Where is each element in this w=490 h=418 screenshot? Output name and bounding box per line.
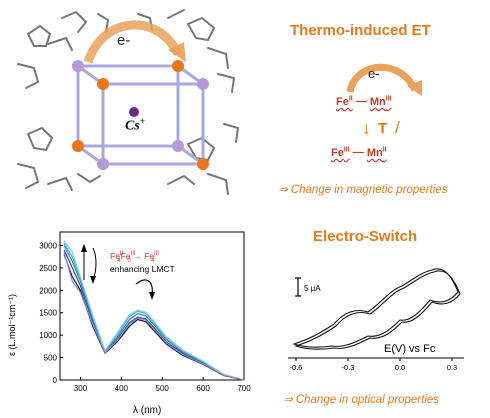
cv-x-tick-label: 0.0 bbox=[395, 363, 405, 372]
thermo-electron-label: e- bbox=[368, 66, 380, 81]
uvvis-fe-left-sup: II bbox=[120, 251, 124, 257]
uvvis-y-tick-label: 2500 bbox=[39, 264, 57, 273]
uvvis-x-label: λ (nm) bbox=[133, 405, 161, 416]
uvvis-fe-right: Fe bbox=[144, 251, 154, 261]
uvvis-fe-right-sup: III bbox=[154, 251, 159, 257]
uvvis-x-tick-label: 500 bbox=[156, 384, 170, 393]
fe2-mn3-state: FeII — MnIII bbox=[336, 95, 392, 108]
cation-symbol: Cs bbox=[125, 118, 140, 134]
mn-top-ox: III bbox=[385, 95, 392, 102]
fe-top-ox: II bbox=[348, 95, 353, 102]
uvvis-y-tick-label: 3000 bbox=[39, 241, 57, 250]
mn-bottom: Mn bbox=[366, 146, 383, 159]
cv-x-tick-label: -0.3 bbox=[342, 363, 355, 372]
uvvis-y-tick-label: 1500 bbox=[39, 309, 57, 318]
cv-scale-label: 5 µA bbox=[304, 284, 321, 293]
fe-atoms bbox=[72, 60, 209, 170]
uvvis-y-tick-label: 0 bbox=[53, 376, 58, 385]
uvvis-fe-mid-sub: 0 bbox=[128, 258, 132, 264]
electron-transfer-arrow bbox=[83, 20, 183, 64]
uvvis-fe-left-sub: 4 bbox=[117, 258, 121, 264]
fe-bottom-ox: III bbox=[343, 146, 350, 153]
uvvis-x-tick-label: 400 bbox=[115, 384, 129, 393]
uvvis-annotation-text: enhancing LMCT bbox=[110, 264, 175, 274]
uvvis-arrow-left-down bbox=[92, 247, 97, 281]
magnetic-consequence: ⇒ Change in magnetic properties bbox=[278, 184, 448, 196]
trigger-mark: / bbox=[395, 118, 400, 137]
uvvis-fe-left: Fe bbox=[110, 251, 120, 261]
optical-consequence: ⇒ Change in optical properties bbox=[283, 394, 440, 406]
cv-chart: -0.6 -0.3 0.0 0.3 5 µA E(V) vs Fc bbox=[288, 268, 464, 372]
cv-x-tick-label: -0.6 bbox=[290, 363, 303, 372]
cv-trace bbox=[292, 268, 461, 350]
uvvis-y-tick-label: 2000 bbox=[39, 286, 57, 295]
uvvis-series-5 bbox=[63, 252, 245, 381]
uvvis-chart: ε (L.mol⁻¹cm⁻¹) λ (nm) 300 400 500 600 700 0 5… bbox=[7, 231, 251, 416]
uvvis-x-tick-label: 700 bbox=[237, 384, 251, 393]
ligand-sticks bbox=[17, 9, 240, 195]
uvvis-y-tick-label: 1000 bbox=[39, 331, 57, 340]
trigger-label: T bbox=[378, 120, 388, 137]
cation-charge: + bbox=[139, 116, 145, 126]
fe-top: Fe bbox=[336, 95, 349, 108]
down-arrow: ↓ bbox=[362, 118, 371, 138]
uvvis-fe-right-sub: 4 bbox=[151, 258, 155, 264]
uvvis-x-tick-label: 300 bbox=[74, 384, 88, 393]
mn-bottom-ox: II bbox=[382, 146, 387, 153]
fe-bottom: Fe bbox=[331, 146, 344, 159]
uvvis-x-tick-label: 600 bbox=[196, 384, 210, 393]
cv-x-tick-label: 0.3 bbox=[447, 363, 457, 372]
uvvis-fe-mid: Fe bbox=[121, 251, 131, 261]
cs-atom bbox=[129, 107, 139, 117]
thermo-title: Thermo-induced ET bbox=[290, 22, 431, 39]
thermo-arrow bbox=[346, 63, 422, 96]
mn-atoms bbox=[72, 60, 209, 170]
uvvis-annotation: FeII 4FeIII 0 → FeIII 4 bbox=[110, 251, 159, 264]
crystal-structure bbox=[17, 9, 240, 195]
uvvis-y-label: ε (L.mol⁻¹cm⁻¹) bbox=[7, 294, 17, 356]
cv-x-label: E(V) vs Fc bbox=[384, 343, 436, 355]
fe3-mn2-state: FeIII — MnII bbox=[331, 146, 387, 159]
uvvis-frame bbox=[59, 231, 245, 381]
uvvis-y-tick-label: 500 bbox=[44, 354, 58, 363]
cation-label: Cs+ bbox=[125, 116, 145, 135]
mn-top: Mn bbox=[369, 95, 386, 108]
structure-electron-label: e- bbox=[117, 32, 131, 49]
uvvis-series-4 bbox=[63, 240, 245, 381]
cv-scale-bar bbox=[295, 277, 301, 297]
uvvis-series-2 bbox=[63, 245, 245, 381]
uvvis-fe-mid-sup: III bbox=[131, 251, 136, 257]
electro-title: Electro-Switch bbox=[313, 228, 418, 245]
cube-frame bbox=[76, 64, 205, 166]
